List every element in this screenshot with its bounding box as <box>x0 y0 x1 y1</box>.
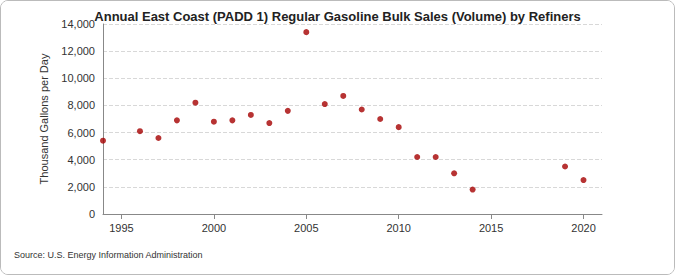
svg-text:1995: 1995 <box>109 222 133 234</box>
svg-text:Thousand Gallons per Day: Thousand Gallons per Day <box>38 53 50 184</box>
svg-text:10,000: 10,000 <box>61 72 95 84</box>
svg-text:2005: 2005 <box>294 222 318 234</box>
svg-text:Source: U.S. Energy Informatio: Source: U.S. Energy Information Administ… <box>14 250 203 260</box>
svg-text:2015: 2015 <box>479 222 503 234</box>
svg-text:2000: 2000 <box>202 222 226 234</box>
svg-text:12,000: 12,000 <box>61 45 95 57</box>
svg-text:0: 0 <box>89 208 95 220</box>
svg-text:2010: 2010 <box>386 222 410 234</box>
svg-text:2,000: 2,000 <box>67 181 95 193</box>
svg-text:8,000: 8,000 <box>67 99 95 111</box>
svg-text:14,000: 14,000 <box>61 18 95 30</box>
svg-text:4,000: 4,000 <box>67 154 95 166</box>
svg-text:Annual East Coast (PADD 1) Reg: Annual East Coast (PADD 1) Regular Gasol… <box>94 9 580 24</box>
svg-text:6,000: 6,000 <box>67 127 95 139</box>
svg-text:2020: 2020 <box>571 222 595 234</box>
